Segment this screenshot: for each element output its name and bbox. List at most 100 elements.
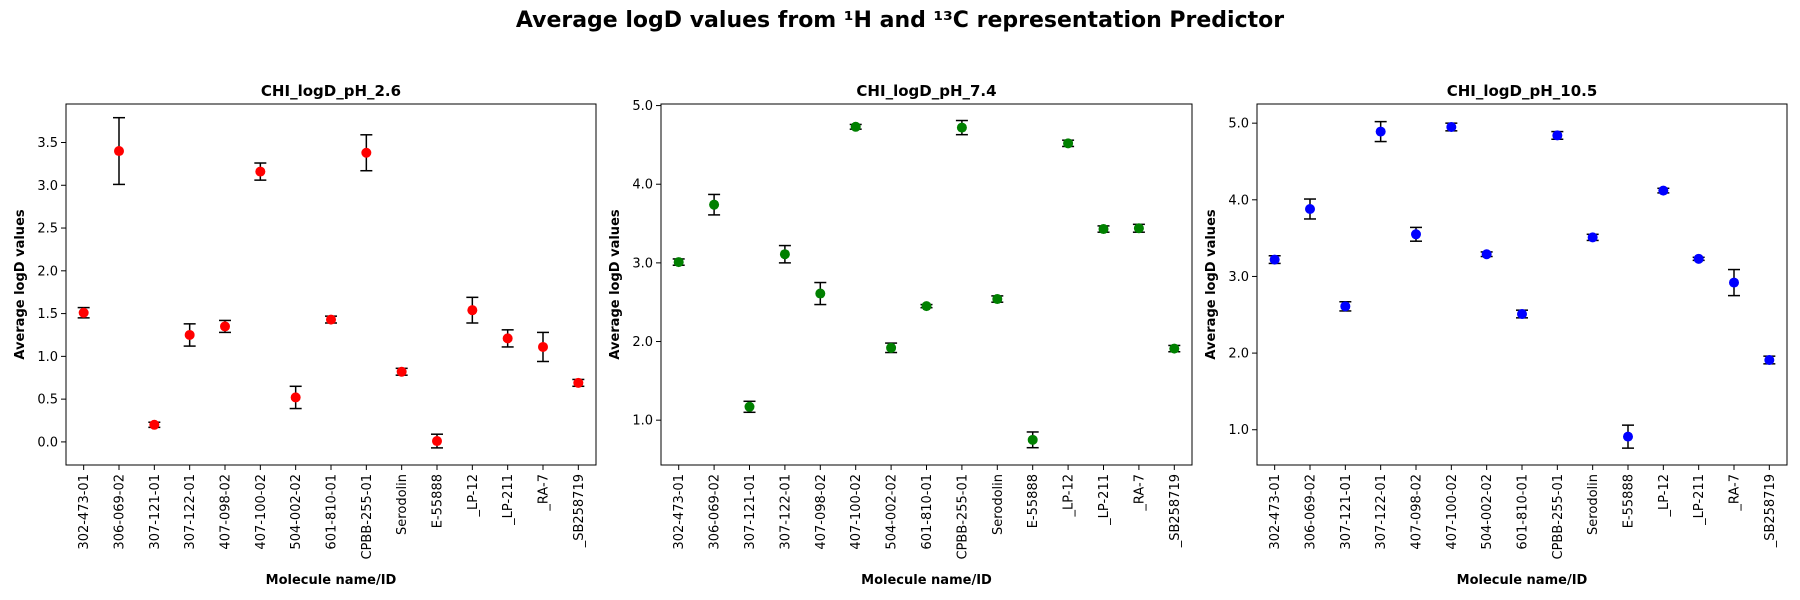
data-point	[1658, 185, 1669, 196]
data-point	[502, 333, 513, 344]
x-tick-label: _LP-211	[1097, 474, 1112, 526]
x-tick-label: _LP-12	[1062, 474, 1077, 518]
y-tick-label: 2.0	[37, 264, 58, 279]
x-tick-label: 407-098-02	[219, 474, 234, 550]
axes-frame	[1256, 103, 1788, 466]
x-tick-label: 407-098-02	[814, 474, 829, 550]
x-tick-label: _LP-211	[501, 474, 516, 526]
data-point	[709, 199, 720, 210]
data-point	[467, 305, 478, 316]
x-tick-label: Serodolin	[991, 474, 1006, 535]
y-tick-label: 3.5	[37, 136, 58, 151]
data-point	[886, 342, 897, 353]
data-point	[779, 249, 790, 260]
data-point	[361, 147, 372, 158]
x-tick-label: _SB258719	[572, 474, 587, 548]
x-tick-label: 306-069-02	[113, 474, 128, 550]
data-point	[432, 436, 442, 447]
x-tick-label: CPBB-255-01	[1551, 474, 1566, 560]
data-point	[1411, 229, 1421, 240]
x-tick-label: 302-473-01	[1268, 474, 1283, 550]
data-point	[921, 301, 932, 312]
x-tick-label: 307-121-01	[1339, 474, 1354, 550]
data-point	[815, 288, 826, 299]
data-point	[220, 321, 230, 332]
data-point	[1552, 130, 1563, 141]
y-tick-label: 3.0	[1228, 270, 1249, 285]
x-tick-label: 302-473-01	[77, 474, 92, 550]
y-tick-label: 4.0	[1228, 193, 1249, 208]
data-point	[114, 146, 124, 157]
y-tick-label: 3.0	[37, 179, 58, 194]
subplot-title: CHI_logD_pH_10.5	[1447, 82, 1598, 100]
data-point	[184, 329, 195, 340]
data-point	[396, 366, 407, 377]
x-tick-label: E-55888	[1026, 474, 1041, 528]
x-tick-label: 307-122-01	[183, 474, 198, 550]
x-tick-label: Serodolin	[1586, 474, 1601, 535]
x-tick-label: 307-121-01	[743, 474, 758, 550]
x-tick-label: _LP-211	[1692, 474, 1707, 526]
y-tick-label: 1.0	[37, 350, 58, 365]
x-tick-label: 504-002-02	[885, 474, 900, 550]
y-axis-label: Average logD values	[1204, 209, 1219, 360]
data-point	[1729, 277, 1739, 288]
y-tick-label: 0.0	[37, 435, 58, 450]
data-point	[1133, 223, 1144, 234]
x-tick-label: 504-002-02	[1480, 474, 1495, 550]
data-point	[149, 419, 160, 430]
y-tick-label: 1.5	[37, 307, 58, 322]
y-tick-label: 2.0	[632, 335, 653, 350]
data-point	[1169, 343, 1180, 354]
y-tick-label: 1.0	[632, 414, 653, 429]
x-tick-label: _RA-7	[1728, 474, 1743, 512]
data-point	[538, 341, 548, 352]
y-tick-label: 2.0	[1228, 347, 1249, 362]
x-axis-label: Molecule name/ID	[1457, 573, 1588, 588]
data-point	[1517, 309, 1527, 320]
x-tick-label: 407-100-02	[1445, 474, 1460, 550]
x-tick-label: _LP-12	[466, 474, 481, 518]
y-tick-label: 5.0	[632, 99, 653, 114]
x-axis-label: Molecule name/ID	[266, 573, 397, 588]
y-axis-label: Average logD values	[608, 209, 623, 360]
data-point	[1098, 224, 1109, 235]
x-tick-label: 302-473-01	[672, 474, 687, 550]
data-point	[290, 392, 301, 403]
data-point	[1764, 354, 1775, 365]
data-point	[1587, 232, 1598, 243]
y-tick-label: 3.0	[632, 256, 653, 271]
data-point	[992, 294, 1003, 305]
y-tick-label: 1.0	[1228, 423, 1249, 438]
data-point	[673, 257, 684, 268]
axes-frame	[65, 103, 597, 466]
data-point	[326, 314, 336, 325]
x-tick-label: Serodolin	[395, 474, 410, 535]
data-point	[956, 122, 967, 133]
x-tick-label: 407-100-02	[254, 474, 269, 550]
data-point	[255, 166, 266, 177]
data-point	[1340, 301, 1351, 312]
x-tick-label: _SB258719	[1763, 474, 1778, 548]
data-point	[1269, 254, 1280, 265]
x-tick-label: 407-098-02	[1410, 474, 1425, 550]
y-axis-label: Average logD values	[13, 209, 28, 360]
x-tick-label: 306-069-02	[1304, 474, 1319, 550]
data-point	[573, 377, 584, 388]
x-axis-label: Molecule name/ID	[861, 573, 992, 588]
data-point	[1305, 204, 1315, 215]
data-point	[1375, 126, 1386, 137]
y-tick-label: 4.0	[632, 178, 653, 193]
figure-title: Average logD values from ¹H and ¹³C repr…	[515, 8, 1285, 33]
y-tick-label: 5.0	[1228, 117, 1249, 132]
data-point	[78, 307, 89, 318]
y-tick-label: 0.5	[37, 393, 58, 408]
x-tick-label: _LP-12	[1657, 474, 1672, 518]
x-tick-label: CPBB-255-01	[955, 474, 970, 560]
x-tick-label: _SB258719	[1168, 474, 1183, 548]
x-tick-label: E-55888	[431, 474, 446, 528]
x-tick-label: _RA-7	[537, 474, 552, 512]
data-point	[744, 401, 755, 412]
data-point	[1063, 138, 1074, 149]
